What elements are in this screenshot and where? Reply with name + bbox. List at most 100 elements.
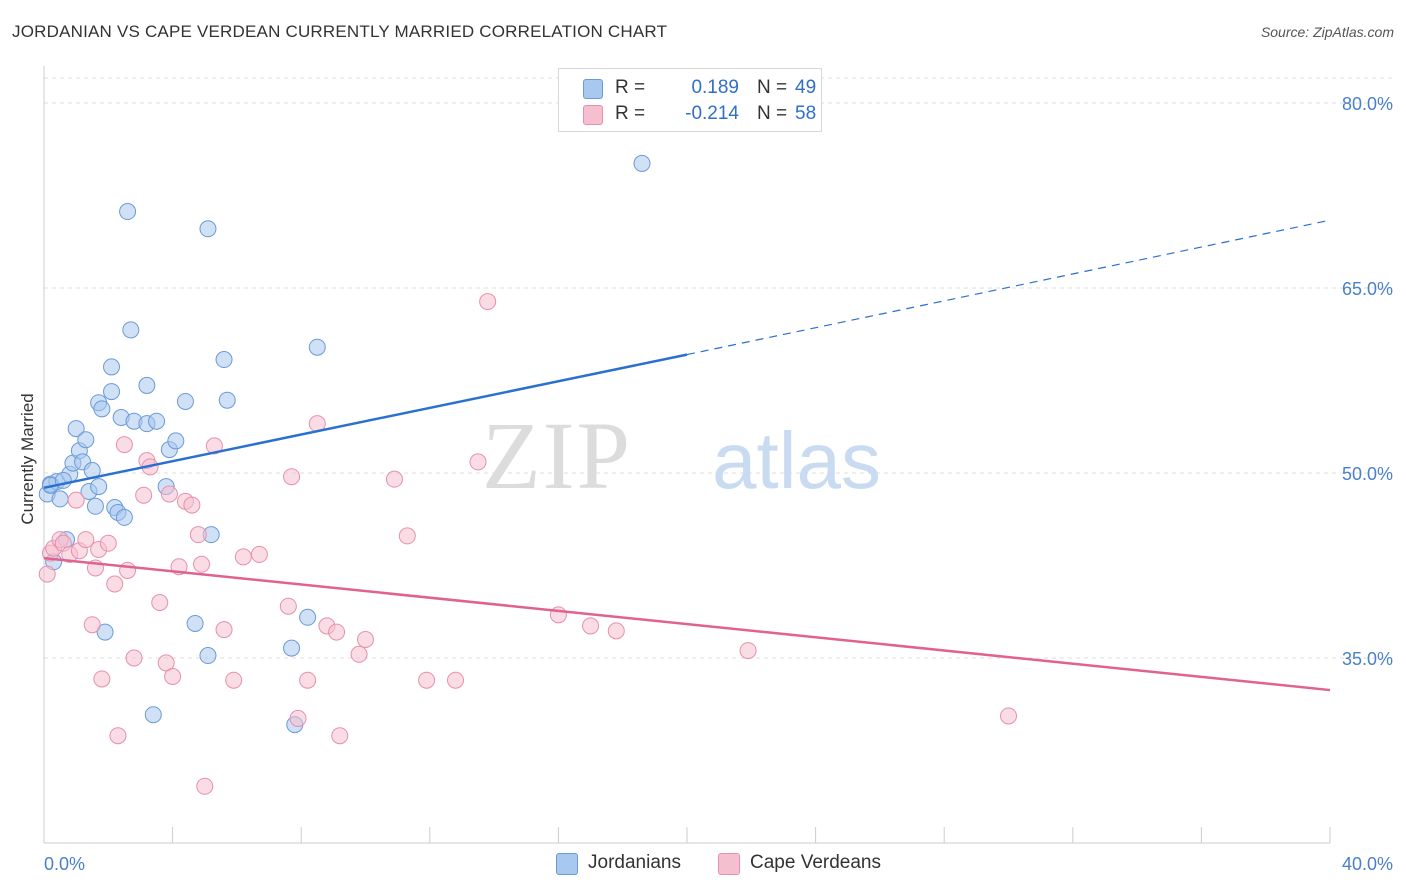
x-tick-label: 0.0% — [44, 854, 85, 874]
jordanian-point — [90, 478, 108, 496]
jordanian-point — [103, 358, 121, 376]
legend-r-label: R = — [615, 103, 646, 124]
cape-verdean-point — [283, 468, 301, 486]
cape-verdean-point — [151, 594, 169, 611]
y-tick-label: 50.0% — [1342, 464, 1393, 484]
legend-n-label: N = — [757, 77, 788, 98]
jordanian-point — [283, 639, 301, 657]
legend-r-value: 0.189 — [691, 77, 739, 98]
cape-verdean-point — [739, 642, 757, 660]
cape-verdean-point — [38, 565, 56, 583]
jordanian-point — [308, 338, 326, 356]
jordanian-point — [144, 706, 162, 724]
cape-verdean-point — [183, 496, 201, 514]
cape-verdean-point — [205, 437, 223, 455]
axes — [43, 66, 1331, 844]
legend-r-value: -0.214 — [685, 103, 739, 124]
jordanian-point — [138, 376, 156, 394]
jordanian-point — [218, 391, 236, 409]
legend-n-value: 49 — [795, 77, 817, 98]
jordanian-point — [122, 321, 140, 339]
jordanian-point — [176, 392, 194, 410]
cape-verdean-point — [164, 668, 182, 685]
cape-verdean-point — [119, 561, 137, 579]
cape-verdean-point — [479, 293, 497, 311]
jordanian-point — [186, 614, 204, 632]
jordanian-point — [86, 497, 104, 515]
grid-lines — [44, 77, 1394, 659]
jordanian-point — [119, 203, 137, 221]
cape-verdean-point — [160, 485, 178, 503]
jordanian-point — [77, 431, 95, 449]
y-tick-label: 65.0% — [1342, 279, 1393, 299]
tick-labels: 35.0% 50.0% 65.0% 80.0% 0.0% 40.0% — [44, 94, 1393, 874]
cape-verdean-point — [115, 436, 133, 454]
cape-verdean-point — [67, 491, 85, 509]
y-tick-label: 80.0% — [1342, 94, 1393, 114]
cape-verdean-point — [582, 617, 600, 635]
cape-verdean-point — [157, 654, 175, 672]
jordanian-point — [51, 490, 69, 508]
jordanian-point — [199, 220, 217, 238]
jordanian-point — [96, 623, 114, 641]
legend-n-label: N = — [757, 103, 788, 124]
cape-verdean-point — [299, 671, 317, 689]
cape-verdean-point — [196, 777, 214, 795]
watermark-zip: ZIP — [482, 402, 632, 509]
chart-title: JORDANIAN VS CAPE VERDEAN CURRENTLY MARR… — [12, 22, 668, 41]
bottom-legend-swatch-blue — [556, 853, 578, 875]
jordanian-trend-line — [43, 353, 688, 490]
cape-verdean-point — [77, 531, 95, 549]
cape-verdean-point — [418, 671, 436, 689]
cape-verdean-point — [189, 526, 207, 544]
cape-verdean-trend-line — [43, 556, 1331, 692]
cape-verdean-point — [215, 621, 233, 639]
cape-verdean-point — [1000, 707, 1017, 725]
cape-verdean-point — [93, 670, 111, 688]
cape-verdean-point — [234, 548, 252, 566]
jordanian-point — [215, 351, 233, 369]
cape-verdean-point — [607, 622, 625, 640]
legend: R = 0.189 N = 49 R = -0.214 N = 58 — [558, 68, 822, 132]
cape-verdean-point — [331, 727, 349, 745]
cape-verdean-point — [135, 486, 153, 504]
cape-verdean-point — [106, 575, 124, 593]
jordanian-point — [167, 432, 185, 450]
jordanian-point — [103, 383, 121, 401]
cape-verdean-point — [83, 616, 101, 634]
source-label: Source: ZipAtlas.com — [1260, 24, 1394, 40]
trend-lines — [43, 219, 1331, 692]
legend-swatch-blue — [583, 79, 603, 99]
x-tick-label: 40.0% — [1342, 854, 1393, 874]
cape-verdean-point — [398, 527, 416, 545]
jordanian-point — [115, 508, 133, 526]
jordanian-point — [93, 400, 111, 418]
y-axis-title: Currently Married — [18, 393, 37, 524]
legend-n-value: 58 — [795, 103, 817, 124]
jordanian-point — [299, 608, 317, 626]
cape-verdean-point — [99, 534, 117, 552]
cape-verdean-point — [469, 453, 487, 471]
cape-verdean-point — [109, 727, 127, 745]
legend-r-label: R = — [615, 77, 646, 98]
jordanian-point — [67, 420, 85, 438]
bottom-legend-label: Jordanians — [588, 852, 681, 873]
cape-verdean-point — [328, 623, 346, 641]
jordanian-trend-extension — [686, 219, 1331, 356]
watermark: ZIP atlas — [482, 402, 881, 509]
y-tick-label: 35.0% — [1342, 649, 1393, 669]
cape-verdean-point — [193, 555, 211, 573]
jordanian-point — [199, 647, 217, 665]
watermark-atlas: atlas — [712, 416, 881, 505]
jordanian-point — [148, 412, 166, 430]
jordanian-point — [633, 154, 651, 172]
cape-verdean-point — [385, 470, 403, 488]
legend-swatch-pink — [583, 105, 603, 125]
cape-verdean-point — [447, 671, 465, 689]
cape-verdean-point — [279, 597, 297, 615]
cape-verdean-point — [289, 709, 307, 727]
bottom-legend-swatch-pink — [718, 853, 740, 875]
cape-verdean-point — [350, 645, 368, 663]
cape-verdean-point — [125, 649, 143, 667]
